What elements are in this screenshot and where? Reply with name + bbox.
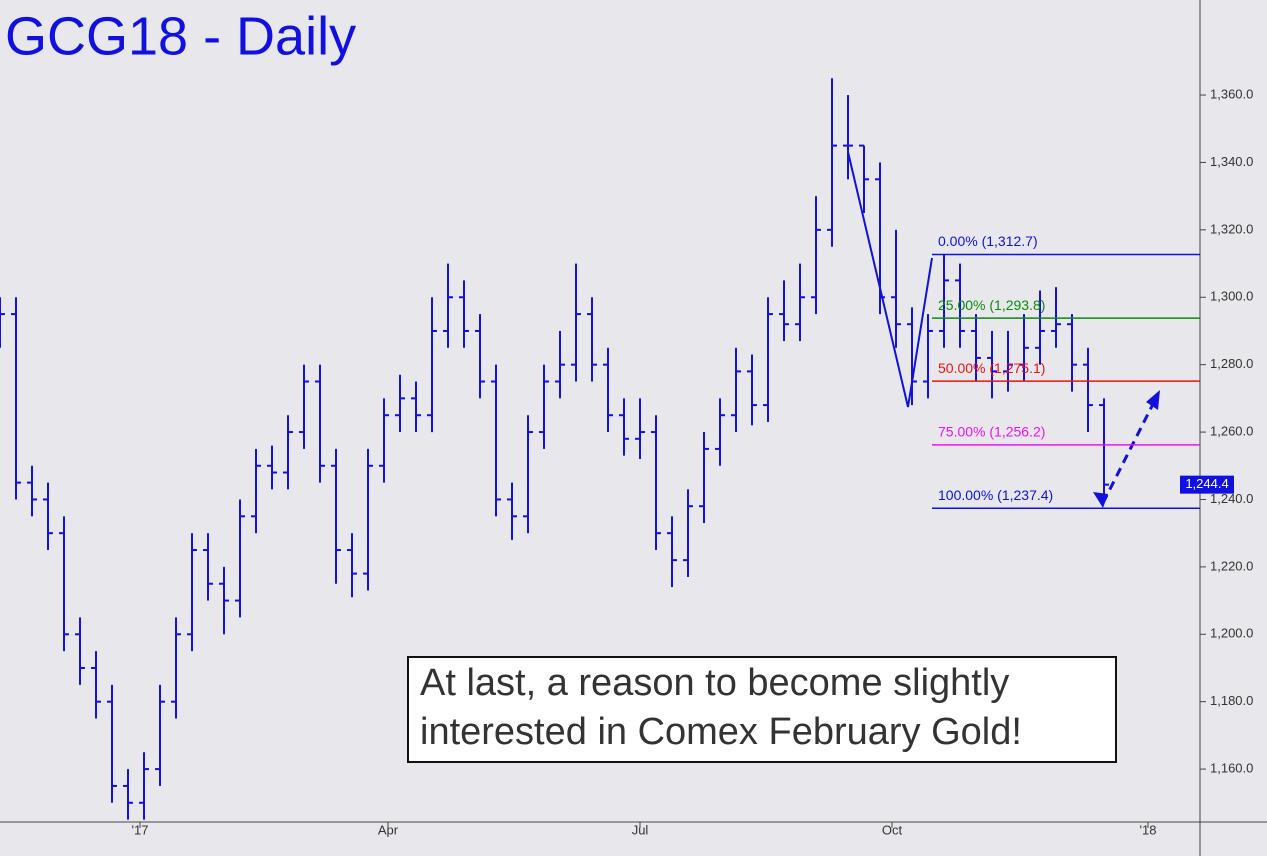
annotation-box: [407, 656, 1117, 763]
y-tick-label: 1,360.0: [1210, 86, 1253, 101]
y-tick-label: 1,320.0: [1210, 221, 1253, 236]
x-tick-label: '17: [132, 822, 149, 837]
annotation-text: At last, a reason to become slightly: [420, 662, 1009, 704]
y-tick-label: 1,220.0: [1210, 558, 1253, 573]
y-tick-label: 1,340.0: [1210, 154, 1253, 169]
last-price-label: 1,244.4: [1185, 476, 1228, 491]
y-tick-label: 1,200.0: [1210, 626, 1253, 641]
arrow-head: [1146, 390, 1160, 410]
annotation-text: interested in Comex February Gold!: [420, 711, 1022, 753]
last-price-tag: [1180, 475, 1234, 494]
fib-label: 0.00% (1,312.7): [938, 233, 1038, 249]
y-tick-label: 1,280.0: [1210, 356, 1253, 371]
y-tick-label: 1,180.0: [1210, 693, 1253, 708]
x-tick-label: Apr: [378, 822, 399, 837]
projection-arrow: [1101, 401, 1156, 504]
fib-label: 75.00% (1,256.2): [938, 424, 1045, 440]
y-tick-label: 1,260.0: [1210, 424, 1253, 439]
x-tick-label: '18: [1140, 822, 1157, 837]
y-tick-label: 1,160.0: [1210, 761, 1253, 776]
fib-label: 50.00% (1,275.1): [938, 360, 1045, 376]
y-tick-label: 1,240.0: [1210, 491, 1253, 506]
fib-label: 100.00% (1,237.4): [938, 487, 1053, 503]
x-tick-label: Oct: [882, 822, 903, 837]
chart-title: GCG18 - Daily: [5, 6, 356, 66]
x-tick-label: Jul: [632, 822, 649, 837]
y-tick-label: 1,300.0: [1210, 289, 1253, 304]
pattern-line: [847, 151, 933, 408]
fib-label: 25.00% (1,293.8): [938, 297, 1045, 313]
plot-area: 1,160.0 1,180.0 1,200.0 1,220.0 1,240.0 1,260…: [0, 78, 1253, 837]
